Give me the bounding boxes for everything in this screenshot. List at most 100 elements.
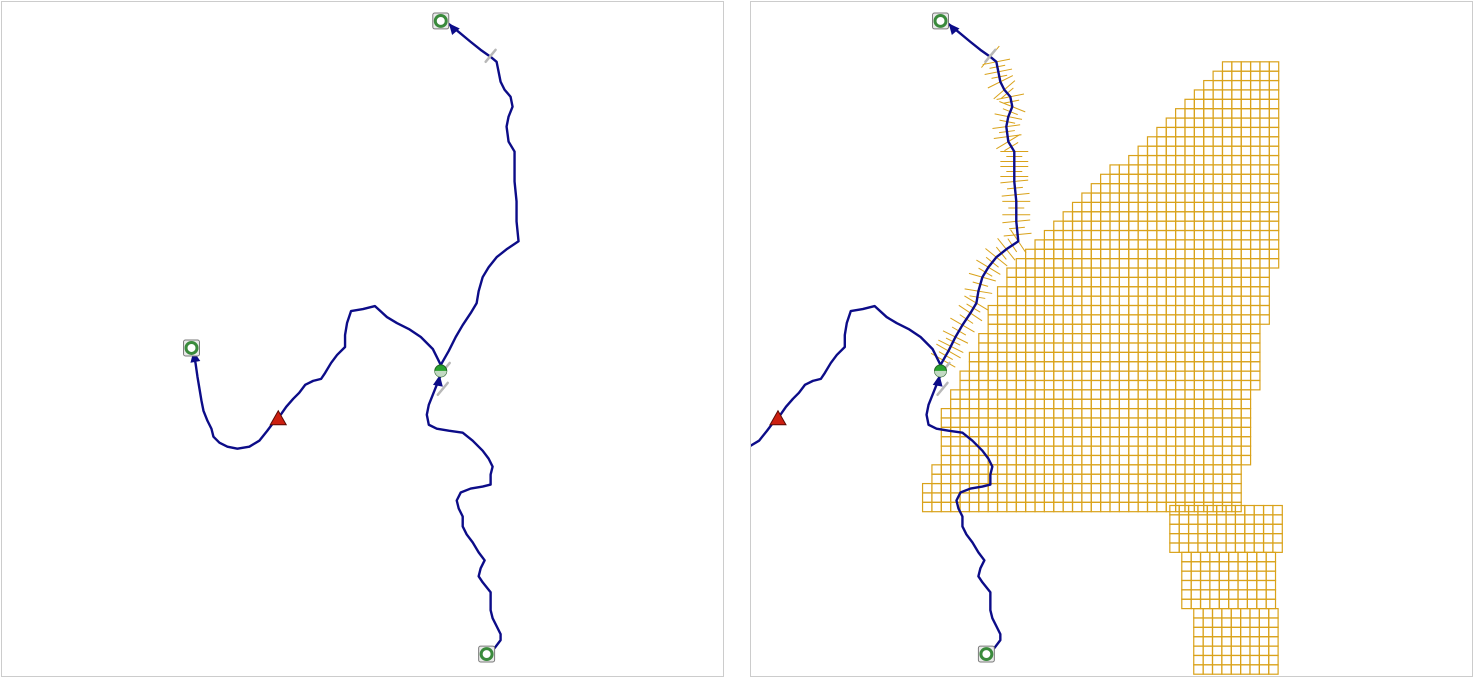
grid-cell [1212,267,1224,278]
grid-cell [1256,589,1267,600]
grid-cell [1146,333,1158,344]
grid-cell [1006,286,1017,297]
grid-cell [1137,426,1149,438]
grid-cell [1193,229,1205,241]
ring-stop-south-icon[interactable] [478,645,496,663]
grid-cell [1053,295,1064,307]
grid-cell [1231,145,1242,157]
grid-cell [1100,192,1111,204]
grid-cell [1228,570,1239,582]
grid-cell [1181,598,1192,610]
grid-cell [1221,342,1233,353]
grid-cell [1259,79,1270,91]
grid-cell [1156,482,1167,494]
grid-cell [1006,407,1017,419]
grid-cell [1184,351,1195,363]
grid-cell [1062,229,1074,241]
grid-cell [1053,314,1064,325]
grid-cell [1081,192,1092,204]
ring-stop-north-icon[interactable] [432,12,450,30]
grid-cell [1175,342,1186,353]
grid-cell [1062,501,1074,513]
grid-cell [996,389,1008,400]
grid-cell [1203,89,1214,100]
grid-cell [1211,617,1223,628]
grid-cell [1212,389,1224,400]
grid-cell [1090,501,1102,513]
grid-cell [1268,248,1280,260]
grid-cell [987,436,999,447]
grid-cell [1249,61,1261,72]
red-triangle-icon[interactable] [269,409,288,426]
grid-cell [1231,192,1242,204]
grid-cell [1221,145,1233,157]
grid-cell [1090,351,1102,363]
grid-cell [1034,482,1045,494]
grid-cell [1231,295,1242,307]
ring-stop-south-icon[interactable] [977,645,995,663]
grid-cell [1184,436,1195,447]
grid-cell [978,333,989,344]
grid-cell [950,482,961,494]
grid-cell [1212,117,1224,129]
grid-cell [1156,464,1167,475]
grid-cell [1071,286,1083,297]
grid-cell [1043,361,1055,372]
grid-cell [1006,426,1017,438]
grid-cell [1015,286,1027,297]
grid-cell [1212,323,1224,335]
grid-cell [1240,183,1252,194]
ring-stop-west-icon[interactable] [183,339,200,357]
grid-cell [1240,276,1252,288]
grid-cell [1071,276,1083,288]
grid-cell [1240,407,1252,419]
grid-cell [1209,589,1220,600]
grid-cell [1240,164,1252,175]
grid-cell [1197,533,1208,544]
grid-cell [1100,464,1111,475]
grid-cell [987,333,999,344]
grid-cell [931,473,942,485]
grid-cell [1165,464,1177,475]
grid-cell [1221,79,1233,91]
grid-cell [1231,183,1242,194]
grid-cell [1118,464,1130,475]
grid-cell [1231,248,1242,260]
junction-disc-icon[interactable] [934,364,947,378]
junction-disc-icon[interactable] [434,364,448,378]
grid-cell [1240,379,1252,391]
grid-cell [1212,136,1224,147]
grid-cell [1221,258,1233,269]
grid-cell [1109,267,1120,278]
grid-cell [940,482,952,494]
grid-cell [1137,473,1149,485]
grid-cell [1090,192,1102,204]
grid-cell [1203,192,1214,204]
grid-cell [1090,398,1102,410]
ring-stop-north-icon[interactable] [932,12,949,30]
grid-cell [1212,342,1224,353]
grid-cell [1240,426,1252,438]
grid-cell [1231,79,1242,91]
grid-cell [1156,473,1167,485]
grid-cell [1240,258,1252,269]
grid-cell [1249,645,1260,657]
grid-cell [1090,201,1102,213]
grid-cell [1175,379,1186,391]
grid-cell [1209,570,1220,582]
grid-cell [1109,211,1120,222]
route-south-line [425,373,502,656]
grid-cell [1156,154,1167,166]
grid-cell [1071,314,1083,325]
grid-cell [1244,533,1255,544]
grid-cell [1137,445,1149,457]
grid-cell [1118,173,1130,185]
break-tick-north [984,48,997,64]
grid-cell [1109,454,1120,466]
grid-cell [1081,436,1092,447]
grid-cell [1137,389,1149,400]
grid-cell [1062,211,1074,222]
red-triangle-icon[interactable] [769,409,787,426]
grid-cell [1165,482,1177,494]
grid-cell [1212,276,1224,288]
